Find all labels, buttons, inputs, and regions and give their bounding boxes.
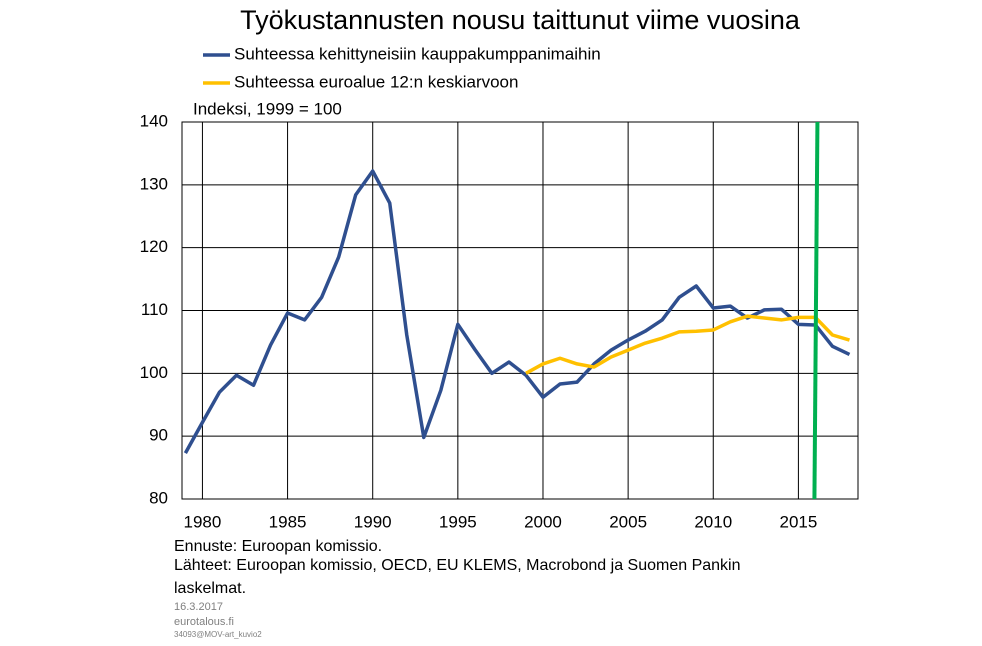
y-tick-label: 90	[149, 426, 168, 445]
plot-frame	[181, 121, 859, 500]
x-tick-label: 1980	[184, 512, 222, 531]
footer: 34093@MOV-art_kuvio2	[174, 630, 262, 639]
series-line	[525, 314, 850, 375]
y-tick-label: 80	[149, 488, 168, 507]
y-tick-label: 110	[141, 300, 168, 319]
y-tick-label: 140	[140, 111, 168, 130]
forecast-line	[812, 121, 820, 500]
footer: eurotalous.fi	[174, 616, 234, 628]
chart-title: Työkustannusten nousu taittunut viime vu…	[240, 5, 801, 35]
x-tick-label: 1985	[269, 512, 307, 531]
x-tick-label: 1995	[439, 512, 477, 531]
note: laskelmat.	[174, 580, 246, 597]
series-line	[183, 169, 851, 454]
y-tick-label: 120	[140, 237, 168, 256]
x-tick-label: 1990	[354, 512, 392, 531]
x-tick-label: 2015	[779, 512, 817, 531]
legend-label: Suhteessa euroalue 12:n keskiarvoon	[234, 72, 518, 91]
legend-label: Suhteessa kehittyneisiin kauppakumppanim…	[234, 44, 601, 63]
x-tick-label: 2005	[609, 512, 647, 531]
note: Ennuste: Euroopan komissio.	[174, 538, 382, 555]
note: Lähteet: Euroopan komissio, OECD, EU KLE…	[174, 557, 741, 574]
x-tick-label: 2010	[694, 512, 732, 531]
footer: 16.3.2017	[174, 601, 223, 613]
y-axis-label: Indeksi, 1999 = 100	[193, 99, 342, 118]
y-tick-label: 100	[140, 363, 168, 382]
y-tick-label: 130	[140, 174, 168, 193]
x-tick-label: 2000	[524, 512, 562, 531]
